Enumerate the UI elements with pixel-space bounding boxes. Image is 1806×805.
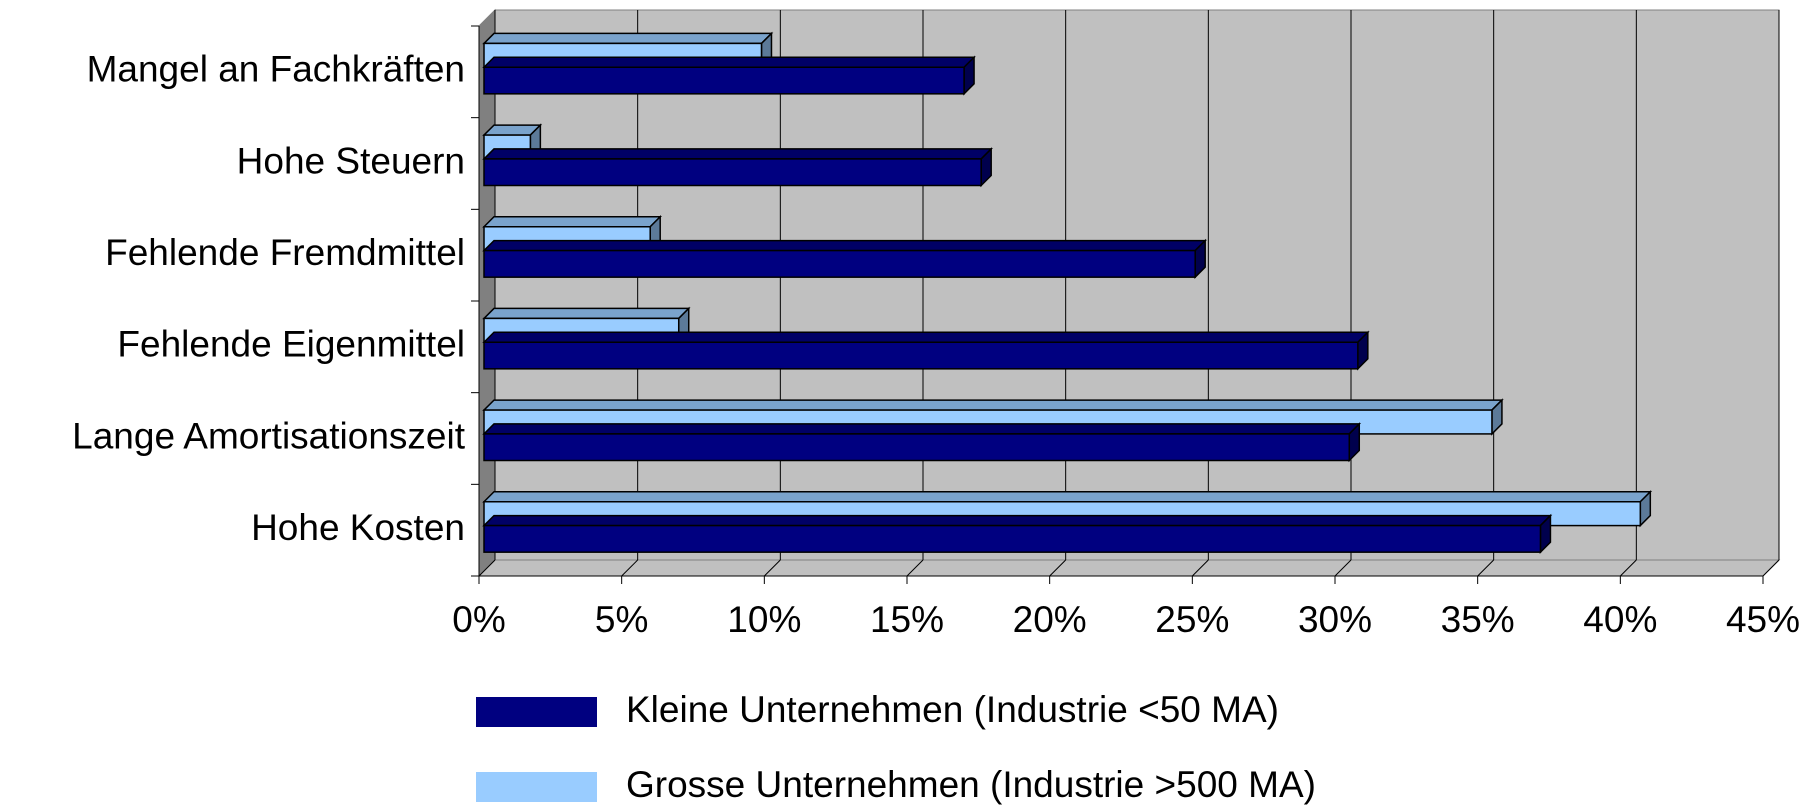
- bar: [483, 66, 965, 95]
- legend-swatch: [476, 697, 597, 727]
- x-tick-label: 25%: [1155, 599, 1229, 640]
- y-tick-label: Hohe Steuern: [237, 140, 465, 181]
- floor-line: [1619, 559, 1637, 577]
- x-tick-label: 30%: [1298, 599, 1372, 640]
- floor-line: [906, 559, 924, 577]
- bar-top: [482, 56, 976, 68]
- bar: [483, 158, 982, 187]
- legend-swatch: [476, 772, 597, 802]
- x-tick-label: 20%: [1013, 599, 1087, 640]
- legend-label: Kleine Unternehmen (Industrie <50 MA): [626, 689, 1279, 730]
- floor-line: [763, 559, 781, 577]
- floor-line: [1049, 559, 1067, 577]
- bar: [483, 249, 1196, 278]
- y-tick-label: Fehlende Eigenmittel: [117, 324, 465, 365]
- x-tick-label: 35%: [1441, 599, 1515, 640]
- bar-top: [482, 514, 1553, 527]
- bar-top: [482, 307, 691, 320]
- x-tick-label: 5%: [595, 599, 648, 640]
- floor-line: [478, 559, 496, 577]
- bar-top: [482, 239, 1207, 252]
- x-tick-label: 15%: [870, 599, 944, 640]
- bar: [483, 341, 1359, 370]
- floor-line: [1334, 559, 1352, 577]
- floor-line: [1477, 559, 1495, 577]
- legend-label: Grosse Unternehmen (Industrie >500 MA): [626, 764, 1316, 805]
- bar: [483, 524, 1542, 553]
- y-tick-label: Mangel an Fachkräften: [87, 49, 465, 90]
- bar-top: [482, 491, 1653, 503]
- y-tick-label: Fehlende Fremdmittel: [105, 232, 465, 273]
- bar-top: [482, 216, 663, 228]
- y-tick-label: Lange Amortisationszeit: [72, 415, 466, 456]
- floor-line: [1762, 559, 1780, 577]
- x-tick-label: 45%: [1726, 599, 1800, 640]
- x-tick-label: 10%: [727, 599, 801, 640]
- floor: [477, 559, 1781, 577]
- bar: [483, 433, 1351, 462]
- bar-top: [482, 331, 1370, 343]
- bar-top: [482, 399, 1504, 411]
- side-wall: [478, 8, 496, 578]
- x-tick-label: 40%: [1583, 599, 1657, 640]
- x-tick-label: 0%: [452, 599, 505, 640]
- bar-top: [482, 148, 993, 160]
- bar-top: [482, 32, 774, 45]
- bar-top: [482, 423, 1362, 435]
- floor-line: [1191, 559, 1209, 577]
- floor-line: [621, 559, 639, 577]
- y-tick-label: Hohe Kosten: [251, 507, 465, 548]
